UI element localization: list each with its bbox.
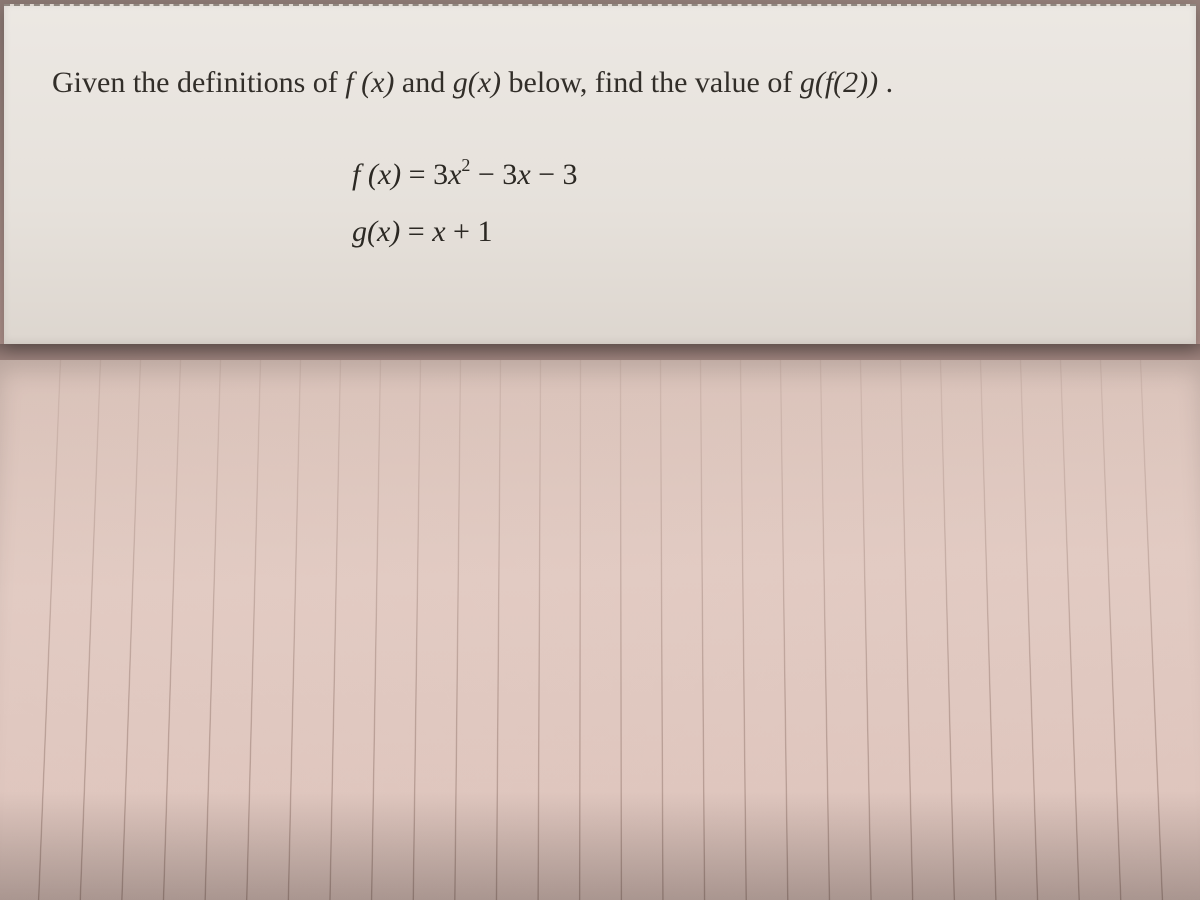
equations-block: f (x) = 3x2 − 3x − 3 g(x) = x + 1 bbox=[352, 146, 1148, 260]
prompt-f-of-x: f (x) bbox=[345, 66, 394, 99]
eq2-lhs: g(x) bbox=[352, 215, 400, 248]
problem-prompt: Given the definitions of f (x) and g(x) … bbox=[52, 62, 1148, 104]
eq2-eq: = bbox=[408, 215, 432, 248]
eq1-rhs-tail: − 3 bbox=[538, 158, 577, 191]
prompt-text-suffix: . bbox=[886, 66, 894, 99]
eq1-rhs-pre: 3 bbox=[433, 158, 448, 191]
eq1-eq: = bbox=[409, 158, 433, 191]
prompt-g-of-x: g(x) bbox=[453, 66, 501, 99]
equation-line-2: g(x) = x + 1 bbox=[352, 203, 1148, 260]
eq2-rhs-var: x bbox=[432, 215, 445, 248]
eq1-rhs-var2: x bbox=[517, 158, 530, 191]
problem-screen: Given the definitions of f (x) and g(x) … bbox=[4, 4, 1196, 344]
prompt-g-of-f2: g(f(2)) bbox=[800, 66, 878, 99]
photo-frame: Given the definitions of f (x) and g(x) … bbox=[0, 0, 1200, 900]
prompt-text-mid2: below, find the value of bbox=[509, 66, 800, 99]
notebook-paper bbox=[0, 360, 1200, 900]
prompt-text-prefix: Given the definitions of bbox=[52, 66, 345, 99]
eq1-rhs-var1: x bbox=[448, 158, 461, 191]
eq2-rhs-tail: + 1 bbox=[453, 215, 492, 248]
notebook-bottom-shadow bbox=[0, 791, 1200, 900]
eq1-rhs-mid: − 3 bbox=[478, 158, 517, 191]
equation-line-1: f (x) = 3x2 − 3x − 3 bbox=[352, 146, 1148, 203]
prompt-text-mid1: and bbox=[402, 66, 453, 99]
eq1-lhs: f (x) bbox=[352, 158, 401, 191]
eq1-rhs-exp: 2 bbox=[461, 155, 470, 175]
